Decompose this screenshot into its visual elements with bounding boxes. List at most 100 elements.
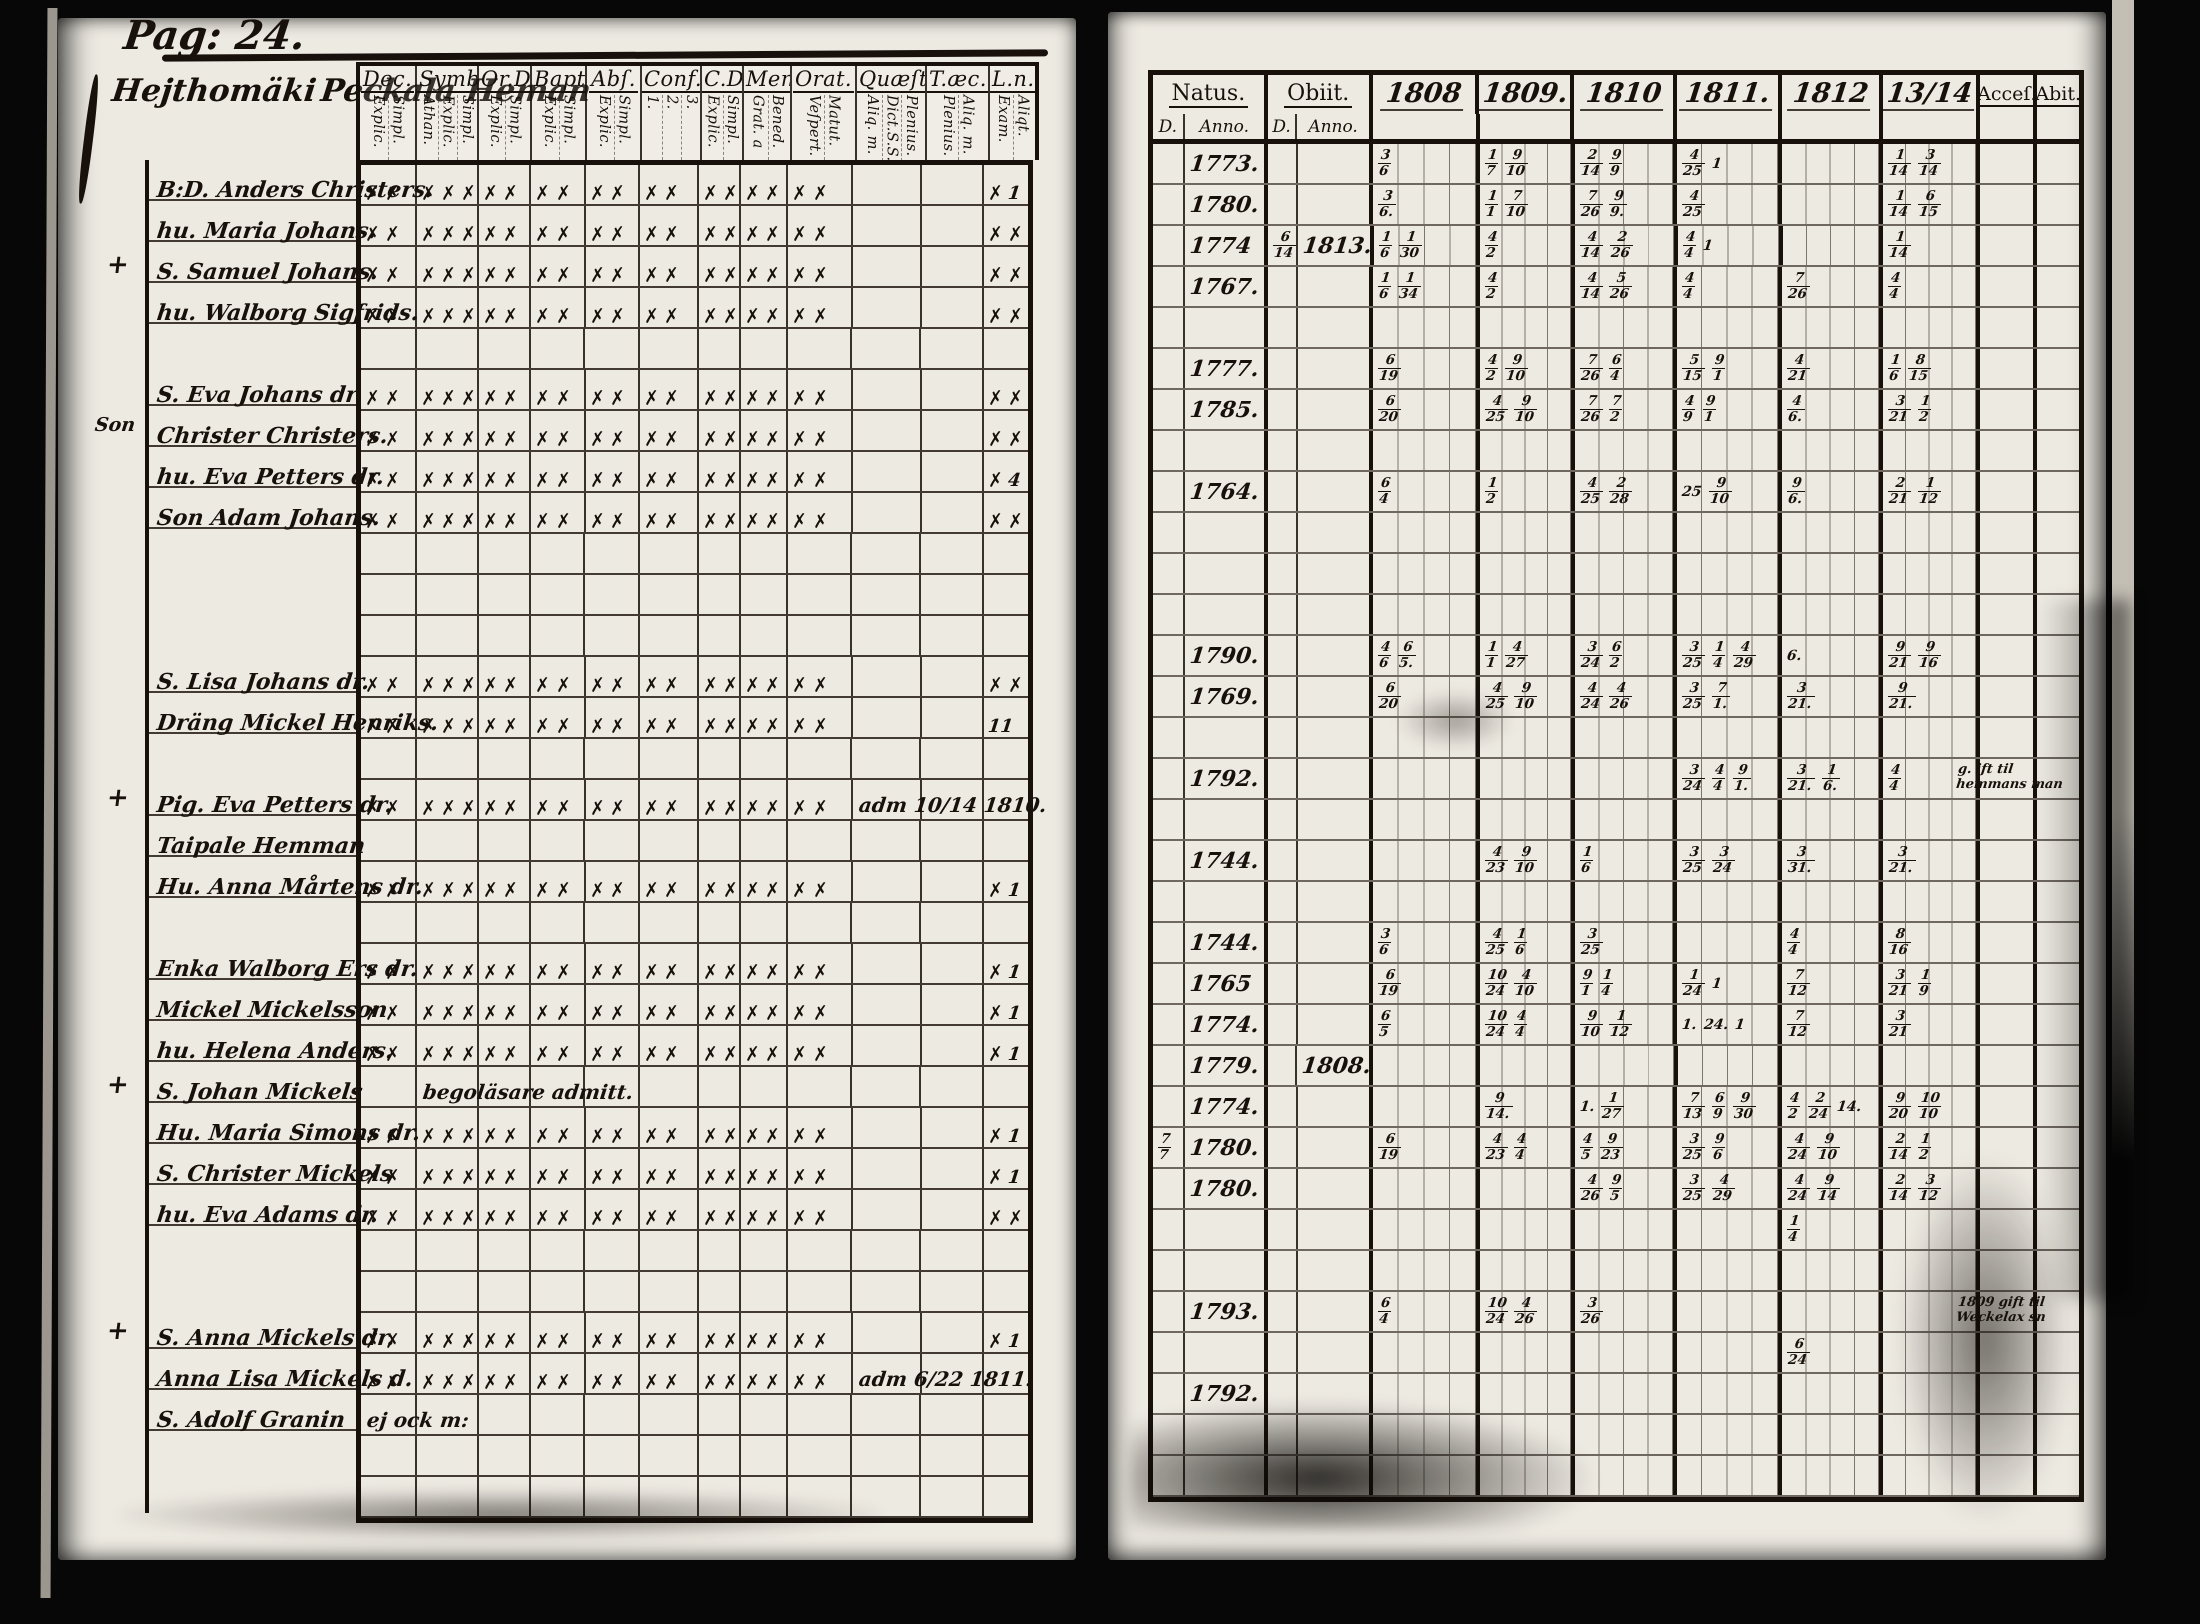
register-row-marks: ✗ ✗ ✗ ✗ ✗ ✗ ✗ ✗ ✗ ✗ ✗ ✗ ✗ ✗ ✗ ✗ ✗ ✗ ✗ ✗ 1 (361, 1313, 1028, 1354)
mark-cell: ✗ ✗ ✗ (415, 985, 477, 1026)
mark-cell (850, 329, 919, 368)
attendance-x-mark: ✗ (535, 222, 551, 247)
right-date-table: Natus. Obiit. 1808 1809. 1810 1811. 1812 13/14 A… (1148, 70, 2084, 1502)
date-fraction: 4 25 (1482, 393, 1509, 425)
date-fraction: 9 10 (1512, 680, 1539, 712)
mark-cell: ✗ ✗ ✗ (415, 247, 477, 287)
date-fraction: 3 26 (1577, 1295, 1604, 1327)
attendance-x-mark: ✗ (987, 1124, 1003, 1149)
attendance-x-mark: ✗ (461, 878, 477, 903)
date-value: 1 (1734, 1016, 1747, 1033)
attendance-x-mark: ✗ (609, 1124, 626, 1149)
year-1808-cell (1368, 513, 1476, 552)
natus-day-cell (1153, 144, 1183, 183)
mark-cell (919, 575, 981, 614)
mark-cell (738, 1436, 786, 1475)
year-1811-cell (1673, 554, 1779, 593)
mark-cell: ✗ ✗ (697, 1313, 739, 1353)
mark-cell (583, 1436, 637, 1475)
ln-cell (981, 575, 1028, 614)
fraction-numerator: 6 (1379, 1008, 1392, 1024)
mark-cell (637, 616, 697, 655)
fraction-denominator: 4 (1886, 777, 1902, 794)
register-row-name: S. Adolf Granin (149, 1390, 356, 1433)
fraction-denominator: 21. (1785, 777, 1815, 794)
year-1812-cell: 4 6. (1778, 390, 1880, 429)
attendance-x-mark: ✗ (792, 427, 808, 452)
date-register-row: 1773. 3 6 1 7 9 10 2 14 9 9 4 25 1 1 14 3 14 (1153, 144, 2079, 185)
obiit-year-cell (1295, 595, 1369, 634)
mark-cell: ✗ ✗ (529, 370, 583, 410)
attendance-x-mark: ✗ (609, 1206, 626, 1231)
attendance-x-mark: ✗ (987, 263, 1003, 288)
year-1810-cell: 4 26 9 5 (1570, 1169, 1674, 1208)
ln-cell (981, 1272, 1028, 1311)
header-group-label: Dec. (360, 67, 415, 93)
attendance-x-mark: ✗ (420, 1001, 437, 1026)
attendance-x-mark: ✗ (764, 509, 781, 534)
fraction-numerator: 6 (1384, 393, 1396, 409)
fraction-numerator: 6 (1611, 639, 1623, 655)
header-subcolumn-label: Exam. (995, 95, 1011, 143)
year-1811-cell: 3 24 4 4 9 1. (1673, 759, 1779, 798)
fraction-numerator: 9 (1791, 475, 1803, 491)
attendance-x-mark: ✗ (461, 796, 477, 821)
year-1812-cell (1778, 882, 1880, 921)
mark-cell: ✗ ✗ (697, 944, 739, 984)
attendance-x-mark: ✗ (503, 1042, 519, 1067)
mark-cell: ✗ ✗ (583, 657, 638, 697)
fraction-numerator: 4 (1739, 639, 1751, 655)
header-subcolumns: Plenius. Aliq. m. (940, 93, 976, 160)
acces-cell (1976, 226, 2033, 265)
header-subcolumn-label: Simpl. (722, 95, 740, 160)
register-row-name: S. Lisa Johans dr. (149, 652, 371, 695)
acces-cell (1976, 1128, 2033, 1167)
ln-value: 1 (1006, 1126, 1022, 1147)
year-1812-cell (1778, 144, 1880, 183)
year-1314-cell (1879, 1456, 1976, 1495)
attendance-x-mark: ✗ (609, 796, 626, 821)
year-1811-cell: 25 9 10 (1673, 472, 1779, 511)
fraction-denominator: 24 (1482, 1310, 1508, 1327)
obiit-year-cell (1295, 923, 1369, 962)
mark-cell (583, 329, 637, 368)
mark-cell: ✗ ✗ (361, 206, 415, 247)
attendance-x-mark: ✗ (364, 468, 381, 493)
fraction-numerator: 2 (1894, 475, 1907, 491)
attendance-x-mark: ✗ (744, 386, 761, 411)
attendance-x-mark: ✗ (987, 304, 1003, 329)
year-1810-cell: 3 26 (1570, 1292, 1674, 1331)
attendance-x-mark: ✗ (482, 796, 499, 821)
attendance-x-mark: ✗ (503, 468, 519, 493)
attendance-x-mark: ✗ (663, 1206, 680, 1231)
mark-cell: ✗ ✗ (361, 985, 415, 1026)
attendance-x-mark: ✗ (503, 1329, 519, 1354)
register-row-marks (361, 1231, 1028, 1272)
obiit-year-cell (1295, 1169, 1369, 1208)
attendance-x-mark: ✗ (663, 796, 680, 821)
natus-day-cell (1153, 1292, 1183, 1331)
mark-cell (361, 1272, 415, 1311)
attendance-x-mark: ✗ (744, 468, 761, 493)
fraction-numerator: 9 (1894, 639, 1907, 655)
year-1314-cell: 1 6 8 15 (1879, 349, 1976, 388)
year-1810-cell (1570, 759, 1674, 798)
attendance-x-mark: ✗ (744, 1124, 761, 1149)
attendance-x-mark: ✗ (555, 1329, 571, 1354)
date-register-row: 1744. 3 6 4 25 1 6 3 25 4 4 8 16 (1153, 923, 2079, 964)
year-1812-cell (1778, 595, 1880, 634)
attendance-x-mark: ✗ (420, 796, 437, 821)
date-fraction: 2 24 (1805, 1090, 1832, 1122)
attendance-x-mark: ✗ (482, 181, 499, 206)
attendance-x-mark: ✗ (535, 796, 551, 821)
date-fraction: 4 14 (1578, 229, 1604, 261)
abit-cell (2033, 718, 2079, 757)
abit-cell (2033, 1415, 2079, 1454)
mark-cell (637, 575, 697, 614)
